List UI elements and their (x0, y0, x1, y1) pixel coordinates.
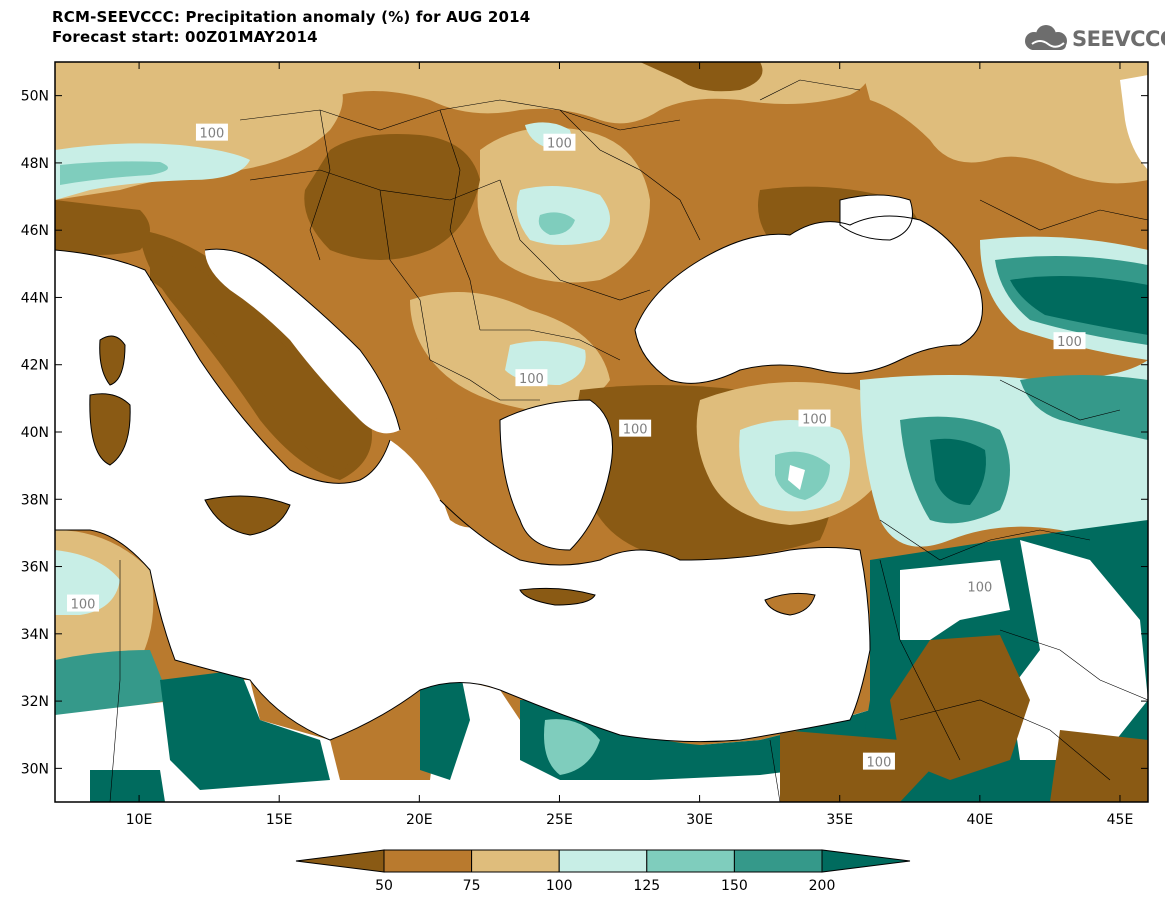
anomaly-patch (780, 730, 930, 802)
lon-tick-label: 15E (266, 812, 293, 828)
anomaly-patch (1050, 730, 1148, 802)
black-sea (635, 216, 983, 384)
contour-label-bg (1053, 332, 1086, 350)
contour-label-bg (798, 409, 831, 427)
seevccc-logo (1025, 25, 1067, 50)
forecast-start-subtitle: Forecast start: 00Z01MAY2014 (52, 28, 318, 46)
contour-label: 100 (200, 127, 225, 142)
anomaly-patch (60, 161, 168, 185)
anomaly-patch (420, 670, 470, 780)
map-title: RCM-SEEVCCC: Precipitation anomaly (%) f… (52, 8, 531, 26)
colorbar-label: 100 (546, 878, 573, 894)
mediterranean-sea (55, 250, 870, 742)
anomaly-patch (55, 200, 150, 255)
contour-label-bg (195, 123, 228, 141)
lat-tick-label: 34N (21, 627, 49, 643)
colorbar-low-triangle (295, 849, 385, 873)
contour-label-bg (67, 594, 100, 612)
lat-tick-label: 40N (21, 425, 49, 441)
colorbar-high-triangle (821, 849, 911, 873)
crete (520, 588, 595, 605)
anomaly-patch (860, 62, 1148, 184)
lat-tick-label: 48N (21, 156, 49, 172)
country-borders (109, 79, 1148, 802)
colorbar-label: 50 (375, 878, 393, 894)
colorbar-label: 75 (463, 878, 481, 894)
contour-labels: 100 100 100 100 100 100 100 100 100 (67, 123, 1086, 771)
contour-label: 100 (1057, 335, 1082, 350)
anomaly-patch (538, 212, 575, 235)
contour-label-bg (515, 369, 548, 387)
lat-tick-label: 50N (21, 89, 49, 105)
contour-label: 100 (71, 598, 96, 613)
lon-tick-label: 35E (826, 812, 853, 828)
colorbar-label: 150 (721, 878, 748, 894)
lat-tick-label: 30N (21, 761, 49, 777)
contour-label: 100 (623, 423, 648, 438)
colorbar-segment (383, 849, 473, 873)
aegean-sea (500, 400, 613, 550)
contour-label: 100 (802, 413, 827, 428)
anomaly-patch (890, 635, 1030, 780)
latitude-axis: 50N 48N 46N 44N 42N 40N 38N 36N 34N 32N 30N (21, 89, 1148, 777)
contour-label: 100 (519, 372, 544, 387)
lat-tick-label: 42N (21, 358, 49, 374)
caspian-sea (1120, 75, 1148, 170)
lon-tick-label: 30E (686, 812, 713, 828)
lat-tick-label: 46N (21, 223, 49, 239)
seas (55, 75, 1148, 742)
colorbar: 50 75 100 125 150 200 (295, 849, 911, 894)
lon-tick-label: 10E (126, 812, 153, 828)
anomaly-patch (90, 770, 165, 802)
lon-tick-label: 40E (967, 812, 994, 828)
longitude-axis: 10E 15E 20E 25E 30E 35E 40E 45E (126, 62, 1134, 828)
lat-tick-label: 44N (21, 290, 49, 306)
anomaly-patch (640, 62, 763, 92)
azov-sea (840, 195, 913, 240)
lon-tick-label: 25E (546, 812, 573, 828)
greece (430, 416, 502, 528)
contour-label-bg (862, 752, 895, 770)
lon-tick-label: 20E (406, 812, 433, 828)
anomaly-patch (930, 438, 986, 505)
sardinia (89, 393, 131, 465)
adriatic-sea (205, 249, 400, 434)
anomaly-patch (1020, 375, 1148, 440)
anomaly-patch (544, 719, 600, 775)
anomaly-patch (304, 134, 480, 260)
italy-peninsula (150, 250, 352, 470)
coastlines (55, 194, 983, 743)
contour-label: 100 (867, 756, 892, 771)
contour-label-bg (543, 133, 576, 151)
lat-tick-label: 36N (21, 560, 49, 576)
cyprus (765, 593, 815, 615)
contour-label-bg (619, 419, 652, 437)
contour-label-bg (963, 577, 996, 595)
lon-tick-label: 45E (1107, 812, 1134, 828)
colorbar-label: 200 (809, 878, 836, 894)
colorbar-segment (646, 849, 735, 873)
lat-tick-label: 38N (21, 492, 49, 508)
colorbar-segment (558, 849, 648, 873)
anomaly-patch (55, 650, 170, 720)
anomaly-patch (788, 465, 805, 490)
corsica (99, 336, 125, 385)
colorbar-label: 125 (633, 878, 660, 894)
lat-tick-label: 32N (21, 694, 49, 710)
no-data-area (1010, 540, 1148, 760)
colorbar-segment (471, 849, 560, 873)
anomaly-patch (160, 670, 330, 790)
contour-label: 100 (547, 137, 572, 152)
contour-label: 100 (967, 581, 992, 596)
anomaly-patch (1010, 276, 1148, 335)
logo-text: SEEVCCC (1072, 27, 1165, 51)
colorbar-segment (733, 849, 823, 873)
